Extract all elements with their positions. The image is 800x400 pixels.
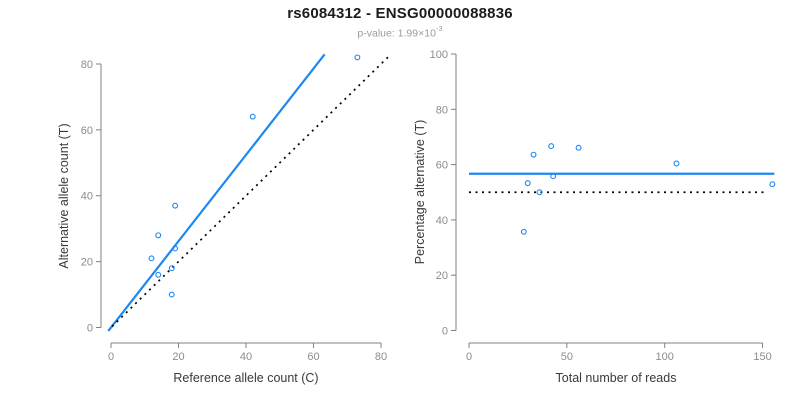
data-point (168, 291, 175, 298)
y-tick-label: 20 (81, 257, 93, 269)
y-tick-label: 80 (81, 59, 93, 71)
data-point (172, 202, 179, 209)
data-point (530, 151, 537, 158)
data-point (168, 265, 175, 272)
data-point (155, 232, 162, 239)
data-point (548, 143, 555, 150)
x-tick-label: 80 (375, 351, 387, 363)
y-tick-label: 60 (81, 125, 93, 137)
data-point (769, 181, 776, 188)
x-tick-label: 0 (466, 351, 472, 363)
x-tick-label: 0 (108, 351, 114, 363)
x-tick-label: 40 (240, 351, 252, 363)
data-point (172, 245, 179, 252)
data-point (550, 173, 557, 180)
data-point (148, 255, 155, 262)
data-point (155, 271, 162, 278)
y-tick-label: 0 (87, 323, 93, 335)
x-tick-label: 150 (753, 351, 771, 363)
y-tick-label: 80 (436, 104, 448, 116)
data-point (575, 144, 582, 151)
y-tick-label: 100 (430, 49, 448, 61)
pvalue-text: p-value: 1.99×10 (357, 27, 436, 40)
y-tick-label: 0 (442, 326, 448, 338)
regression-line (107, 53, 326, 332)
y-axis-title: Percentage alternative (T) (413, 120, 427, 265)
plot-subtitle: p-value: 1.99×10-3 (0, 24, 800, 40)
data-point (673, 160, 680, 167)
y-tick-label: 40 (81, 191, 93, 203)
data-point (536, 189, 543, 196)
data-point (354, 54, 361, 61)
figure-header: rs6084312 - ENSG00000088836 p-value: 1.9… (0, 5, 800, 40)
x-tick-label: 100 (656, 351, 674, 363)
x-axis-title: Total number of reads (556, 371, 677, 385)
x-tick-label: 20 (172, 351, 184, 363)
plot-title: rs6084312 - ENSG00000088836 (287, 5, 513, 22)
identity-line (111, 55, 390, 328)
x-axis-title: Reference allele count (C) (173, 371, 318, 385)
x-tick-label: 60 (307, 351, 319, 363)
data-point (524, 180, 531, 187)
y-tick-label: 20 (436, 270, 448, 282)
pvalue-exponent: -3 (435, 24, 443, 33)
data-point (249, 113, 256, 120)
data-point (520, 228, 527, 235)
y-axis-title: Alternative allele count (T) (57, 123, 71, 268)
x-tick-label: 50 (561, 351, 573, 363)
y-tick-label: 60 (436, 160, 448, 172)
y-tick-label: 40 (436, 215, 448, 227)
